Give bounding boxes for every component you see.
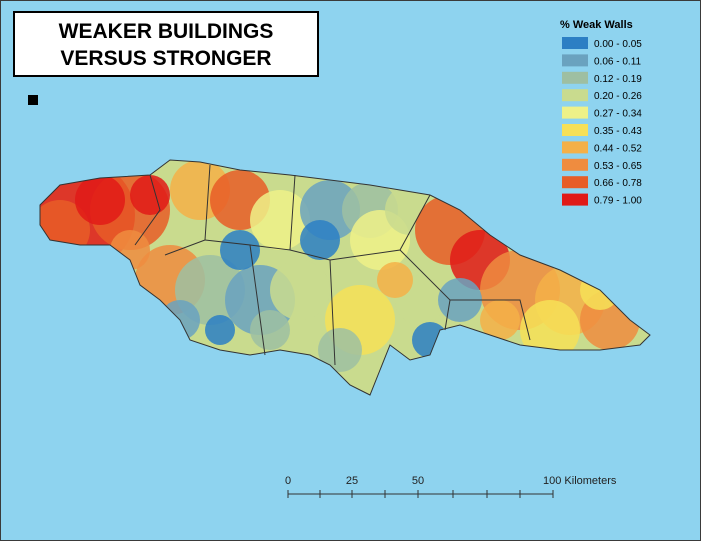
legend-label: 0.35 - 0.43	[594, 126, 642, 137]
parish-borders	[39, 159, 651, 396]
legend-title: % Weak Walls	[560, 19, 633, 31]
scale-label: 25	[346, 475, 358, 487]
legend-label: 0.12 - 0.19	[594, 74, 642, 85]
border	[450, 299, 531, 341]
patch	[318, 328, 362, 372]
legend-label: 0.20 - 0.26	[594, 91, 642, 102]
title: WEAKER BUILDINGS	[59, 20, 274, 43]
legend-label: 0.79 - 1.00	[594, 196, 642, 207]
patch	[480, 300, 520, 340]
patch	[250, 310, 290, 350]
legend-swatch	[562, 54, 588, 67]
legend-label: 0.00 - 0.05	[594, 39, 642, 50]
patch	[377, 262, 413, 298]
legend-swatch	[562, 158, 588, 171]
patch	[130, 175, 170, 215]
legend-swatch	[562, 124, 588, 136]
title: VERSUS STRONGER	[60, 47, 271, 70]
scale-label: 0	[285, 475, 291, 487]
patch	[270, 260, 330, 320]
legend-label: 0.27 - 0.34	[594, 109, 642, 120]
patch	[220, 230, 260, 270]
patch	[205, 315, 235, 345]
patch	[520, 300, 580, 360]
legend-swatch	[562, 193, 588, 206]
scale-bar: 0 25 50 100 Kilometers	[285, 475, 617, 498]
scale-label: 100 Kilometers	[543, 475, 617, 487]
title-box	[13, 11, 319, 77]
legend-swatch	[562, 71, 588, 84]
legend-swatch	[562, 106, 588, 119]
patch	[250, 190, 310, 250]
north-marker	[28, 95, 38, 105]
legend-swatch	[562, 141, 588, 154]
patch	[75, 175, 125, 225]
legend-swatch	[562, 89, 588, 102]
legend: 0.00 - 0.05 0.06 - 0.11 0.12 - 0.19 0.20 - …	[562, 37, 642, 207]
legend-label: 0.06 - 0.11	[594, 56, 642, 67]
scale-label: 50	[412, 475, 424, 487]
legend-label: 0.66 - 0.78	[594, 178, 642, 189]
patch	[300, 220, 340, 260]
legend-swatch	[562, 176, 588, 189]
legend-swatch	[562, 37, 588, 49]
legend-label: 0.53 - 0.65	[594, 161, 642, 172]
border	[134, 174, 161, 246]
legend-label: 0.44 - 0.52	[594, 143, 642, 154]
